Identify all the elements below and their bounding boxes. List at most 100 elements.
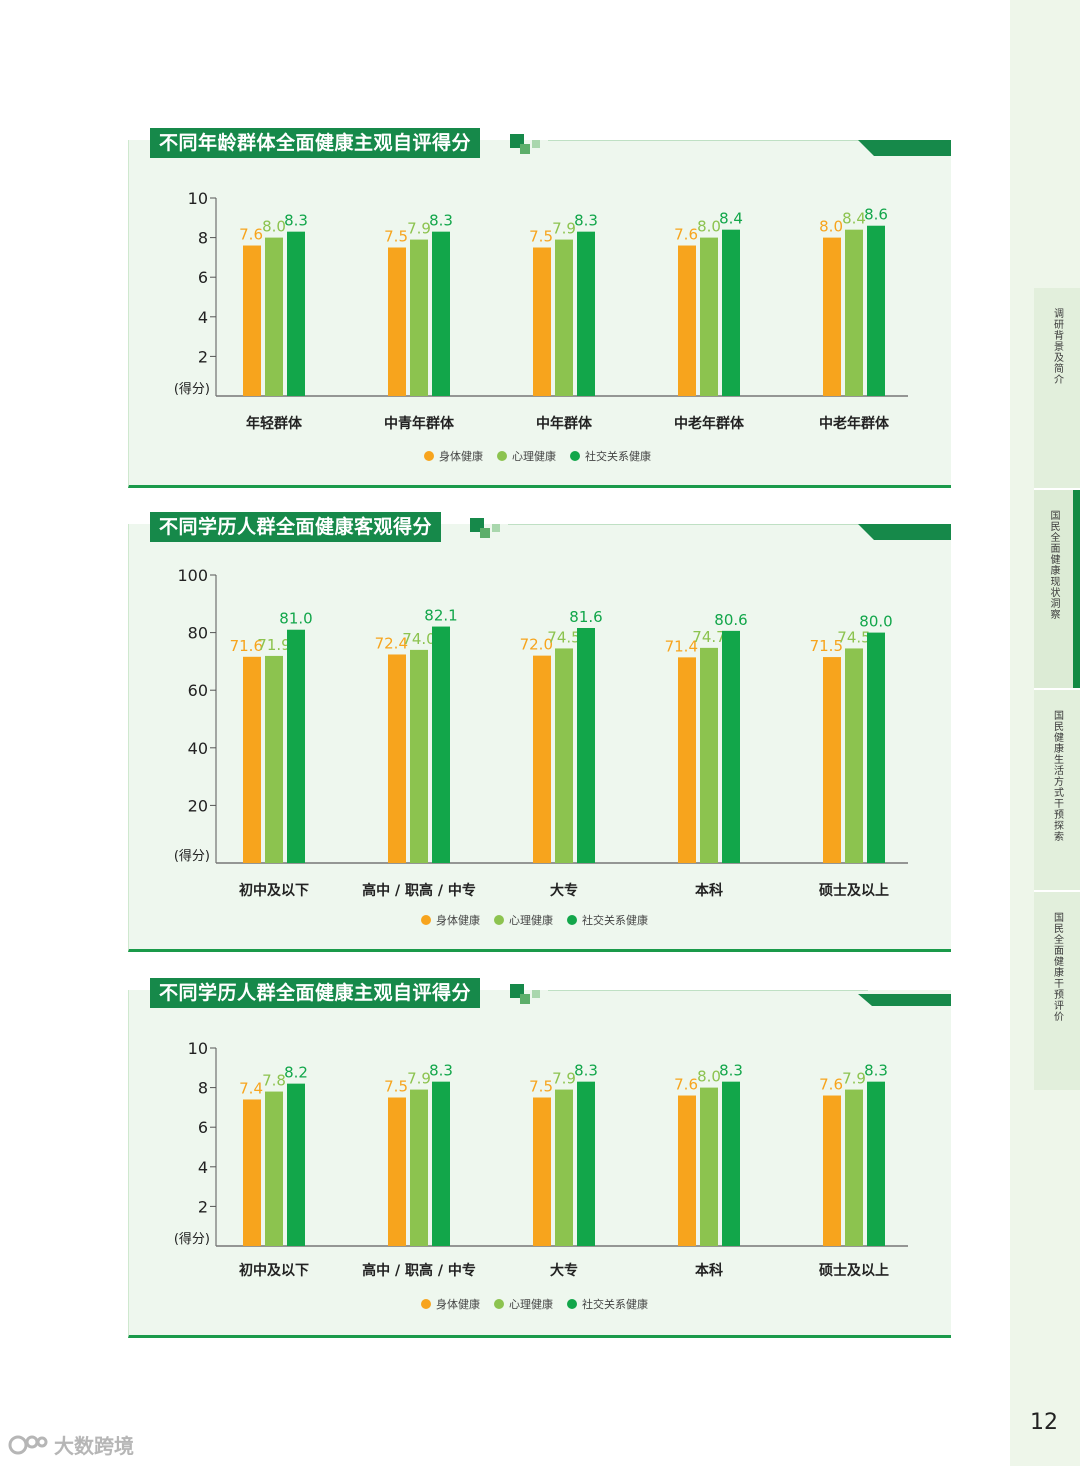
data-label-mental: 74.0 bbox=[402, 630, 435, 648]
y-axis-unit-label: (得分) bbox=[174, 1231, 210, 1247]
data-label-physical: 71.5 bbox=[810, 637, 843, 655]
panel-border-line bbox=[548, 990, 868, 991]
bar-mental bbox=[845, 1089, 863, 1246]
x-category-label: 初中及以下 bbox=[239, 882, 309, 899]
data-label-social: 81.0 bbox=[279, 610, 312, 628]
bar-social bbox=[432, 626, 450, 863]
data-label-physical: 72.0 bbox=[520, 636, 553, 654]
y-tick-label: 8 bbox=[198, 1079, 208, 1098]
bar-mental bbox=[410, 1089, 428, 1246]
data-label-physical: 7.5 bbox=[384, 1078, 408, 1096]
legend-dot-icon bbox=[567, 1299, 577, 1309]
sidebar-divider bbox=[1034, 890, 1080, 892]
x-category-label: 硕士及以上 bbox=[819, 882, 889, 899]
data-label-mental: 7.9 bbox=[407, 1070, 431, 1088]
bar-mental bbox=[700, 1087, 718, 1246]
x-category-label: 硕士及以上 bbox=[819, 1262, 889, 1279]
x-category-label: 高中 / 职高 / 中专 bbox=[362, 882, 476, 899]
bar-mental bbox=[845, 229, 863, 396]
legend-label: 心理健康 bbox=[509, 1298, 553, 1311]
sidebar-tab-lifestyle[interactable]: 国民健康生活方式干预探索 bbox=[1034, 690, 1080, 890]
data-label-physical: 8.0 bbox=[819, 218, 843, 236]
panel-corner-accent bbox=[858, 140, 951, 156]
data-label-physical: 7.5 bbox=[529, 228, 553, 246]
sidebar-tab-status[interactable]: 国民全面健康现状洞察 bbox=[1034, 490, 1080, 688]
legend-label: 社交关系健康 bbox=[582, 914, 648, 927]
data-label-physical: 71.6 bbox=[230, 637, 263, 655]
title-decoration-squares bbox=[510, 134, 540, 154]
data-label-physical: 7.6 bbox=[239, 226, 263, 244]
chart-title: 不同学历人群全面健康客观得分 bbox=[150, 512, 442, 542]
bar-social bbox=[722, 630, 740, 863]
bar-mental bbox=[845, 648, 863, 863]
data-label-mental: 8.4 bbox=[842, 210, 866, 228]
data-label-mental: 8.0 bbox=[697, 218, 721, 236]
bar-social bbox=[577, 231, 595, 396]
data-label-social: 8.3 bbox=[574, 212, 598, 230]
bar-physical bbox=[533, 1097, 551, 1246]
data-label-physical: 7.6 bbox=[819, 1076, 843, 1094]
bar-mental bbox=[265, 655, 283, 863]
bar-physical bbox=[533, 247, 551, 396]
data-label-physical: 7.6 bbox=[674, 1076, 698, 1094]
title-decoration-squares bbox=[510, 984, 540, 1004]
chart-legend: 身体健康 心理健康 社交关系健康 bbox=[421, 912, 648, 928]
bar-mental bbox=[555, 239, 573, 396]
legend-item-social: 社交关系健康 bbox=[567, 1296, 648, 1312]
y-tick-label: 20 bbox=[188, 796, 208, 815]
legend-label: 身体健康 bbox=[436, 1298, 480, 1311]
x-category-label: 大专 bbox=[550, 1262, 578, 1279]
legend-label: 社交关系健康 bbox=[582, 1298, 648, 1311]
data-label-physical: 71.4 bbox=[665, 637, 698, 655]
bar-social bbox=[287, 629, 305, 863]
bar-mental bbox=[700, 237, 718, 396]
data-label-mental: 7.9 bbox=[552, 1070, 576, 1088]
data-label-social: 8.3 bbox=[864, 1062, 888, 1080]
bar-social bbox=[722, 229, 740, 396]
bar-social bbox=[432, 231, 450, 396]
data-label-social: 8.3 bbox=[284, 212, 308, 230]
bar-social bbox=[867, 1081, 885, 1246]
legend-dot-icon bbox=[494, 1299, 504, 1309]
data-label-social: 8.3 bbox=[719, 1062, 743, 1080]
legend-dot-icon bbox=[421, 915, 431, 925]
data-label-physical: 72.4 bbox=[375, 634, 408, 652]
bar-physical bbox=[243, 245, 261, 396]
page-number: 12 bbox=[1030, 1410, 1058, 1435]
data-label-social: 81.6 bbox=[569, 608, 602, 626]
legend-item-physical: 身体健康 bbox=[424, 448, 483, 464]
legend-dot-icon bbox=[497, 451, 507, 461]
bar-mental bbox=[265, 237, 283, 396]
legend-dot-icon bbox=[421, 1299, 431, 1309]
legend-label: 身体健康 bbox=[436, 914, 480, 927]
data-label-mental: 7.9 bbox=[552, 220, 576, 238]
bar-physical bbox=[388, 1097, 406, 1246]
y-tick-label: 40 bbox=[188, 739, 208, 758]
bar-mental bbox=[555, 1089, 573, 1246]
y-tick-label: 2 bbox=[198, 347, 208, 366]
data-label-mental: 7.8 bbox=[262, 1072, 286, 1090]
data-label-mental: 8.0 bbox=[262, 218, 286, 236]
x-category-label: 本科 bbox=[695, 882, 723, 899]
chart-panel-education-objective: 不同学历人群全面健康客观得分 20 40 60 80 100 (得分) 71.6 71.9 81… bbox=[128, 512, 951, 952]
bar-mental bbox=[410, 239, 428, 396]
y-tick-label: 100 bbox=[177, 566, 208, 585]
panel-corner-accent bbox=[858, 524, 951, 540]
y-tick-label: 6 bbox=[198, 268, 208, 287]
sidebar-tab-background[interactable]: 调研背景及简介 bbox=[1034, 288, 1080, 488]
bar-physical bbox=[243, 1099, 261, 1246]
data-label-social: 80.0 bbox=[859, 613, 892, 631]
y-tick-label: 80 bbox=[188, 624, 208, 643]
chart-title: 不同年龄群体全面健康主观自评得分 bbox=[150, 128, 481, 158]
panel-border-line bbox=[548, 140, 868, 141]
sidebar-tab-label: 国民全面健康现状洞察 bbox=[1048, 510, 1059, 620]
x-category-label: 大专 bbox=[550, 882, 578, 899]
sidebar-tab-evaluation[interactable]: 国民全面健康干预评价 bbox=[1034, 892, 1080, 1090]
sidebar-tab-label: 国民全面健康干预评价 bbox=[1051, 912, 1063, 1022]
data-label-mental: 71.9 bbox=[257, 636, 290, 654]
bar-mental bbox=[700, 647, 718, 863]
x-category-label: 年轻群体 bbox=[246, 415, 303, 432]
bar-social bbox=[867, 632, 885, 863]
